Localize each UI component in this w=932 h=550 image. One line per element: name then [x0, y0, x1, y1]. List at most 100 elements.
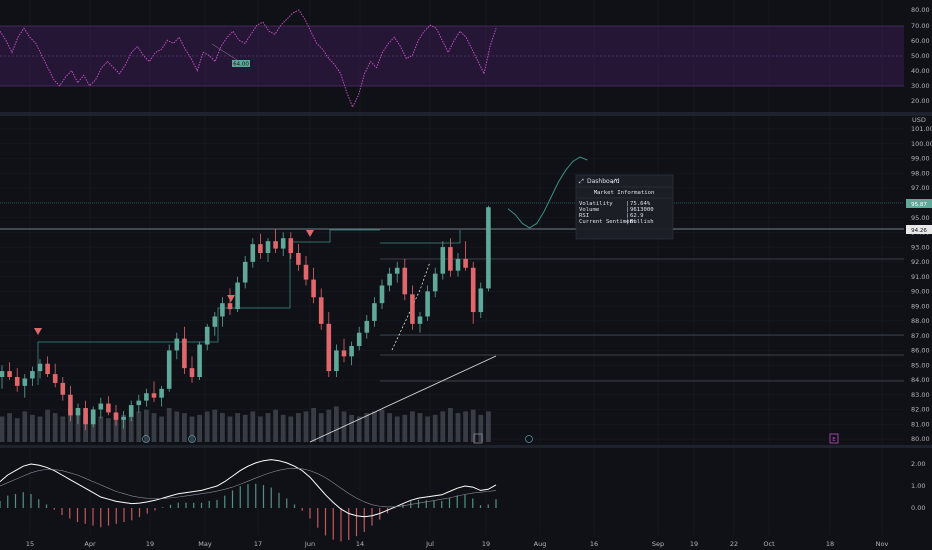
rsi-marker-badge [232, 60, 250, 67]
volume-bar [288, 416, 294, 442]
earnings-marker-icon[interactable] [473, 433, 483, 444]
volume-bar [250, 411, 256, 442]
price-tick-label: 99.00 [911, 155, 930, 163]
time-axis-label: Jul [425, 540, 434, 548]
volume-bar [14, 418, 20, 442]
volume-bar [98, 416, 104, 442]
candle-body [182, 338, 187, 369]
sell-signals [34, 230, 314, 335]
dashboard-header: Market Information [594, 190, 655, 196]
candle-body [75, 408, 81, 416]
volume-bar [265, 413, 271, 442]
volume-bar [197, 414, 202, 442]
candle-body [121, 416, 126, 420]
candle-body [174, 338, 180, 351]
panel-separator-top[interactable] [0, 112, 932, 116]
dashboard-rsi-label: RSI [579, 213, 589, 219]
time-axis[interactable]: 15 Apr 19 May 17 Jun 14 Jul 19 Aug 16 Sep 19 22 Oct 18 N… [26, 540, 889, 548]
rsi-panel[interactable]: 64.00 80.00 70.00 60.00 50.00 40.00 30.0… [0, 6, 930, 109]
volume-bar [296, 413, 301, 442]
time-axis-label: 19 [690, 540, 698, 548]
dashboard-pin-icon[interactable]: ⤢ [579, 178, 584, 185]
volume-bar [30, 414, 35, 442]
macd-panel[interactable]: 2.00 1.00 0.00 [0, 459, 925, 542]
candle-body [128, 405, 134, 417]
volume-bar [166, 408, 172, 442]
time-axis-label: Nov [876, 540, 889, 548]
volume-bar [417, 413, 423, 442]
price-axis[interactable]: USD 101.00100.0099.0098.0097.0096.0095.0… [911, 116, 932, 443]
event-marker-icon[interactable] [142, 435, 150, 443]
candle-body [394, 267, 400, 274]
dashboard-separator: | [626, 207, 629, 213]
event-marker-icon[interactable] [525, 435, 533, 443]
price-tick-label: 93.00 [911, 243, 930, 251]
rsi-tick-30: 30.00 [911, 82, 930, 90]
time-axis-label: 18 [826, 540, 834, 548]
rsi-axis: 80.00 70.00 60.00 50.00 40.00 30.00 20.0… [911, 6, 930, 105]
volume-bar [387, 413, 392, 442]
earnings-marker-icon[interactable] [829, 433, 839, 444]
volume-bar [182, 413, 187, 442]
volume-bar [402, 414, 408, 442]
volume-bar [318, 413, 324, 442]
candle-body [288, 238, 294, 253]
volume-bar [159, 416, 164, 442]
price-tick-label: 91.00 [911, 273, 930, 281]
price-tick-label: 97.00 [911, 184, 930, 192]
volume-bar [280, 414, 286, 442]
candle-body [113, 412, 119, 420]
volume-bar [128, 416, 134, 442]
price-tick-label: 95.00 [911, 214, 930, 222]
volume-bar [334, 406, 339, 442]
volume-bar [22, 411, 28, 442]
dashboard-expand-icon[interactable]: ⤢ [612, 178, 617, 185]
candle-body [83, 408, 88, 425]
candle-body [220, 303, 225, 317]
volume-bar [364, 413, 370, 442]
panel-separator-bottom[interactable] [0, 445, 932, 448]
candle-body [242, 261, 248, 283]
dashboard-separator: | [626, 213, 629, 219]
price-tick-label: 83.00 [911, 391, 930, 399]
time-axis-label: Aug [534, 540, 547, 548]
event-markers[interactable]: E [142, 433, 839, 444]
event-marker-icon[interactable] [188, 435, 196, 443]
macd-line [0, 459, 497, 518]
volume-bar [242, 414, 248, 442]
volume-bar [440, 411, 446, 442]
price-tick-label: 100.00 [911, 140, 932, 148]
price-panel[interactable]: ⤢ Dashboard ⤢ Market Information Volatil… [0, 116, 932, 444]
macd-tick-0: 0.00 [911, 504, 925, 512]
dashboard-panel[interactable]: ⤢ Dashboard ⤢ Market Information Volatil… [575, 174, 674, 240]
time-axis-label: 15 [26, 540, 34, 548]
volume-bar [106, 418, 111, 442]
volume-bar [349, 414, 354, 442]
candle-body [235, 282, 240, 310]
time-axis-label: Oct [763, 540, 775, 548]
dashboard-volume-label: Volume [579, 207, 600, 213]
sell-signal-icon [306, 230, 314, 237]
volume-bar [37, 416, 43, 442]
candle-body [45, 363, 50, 375]
volume-bar [227, 416, 233, 442]
candle-body [7, 371, 12, 377]
candle-body [448, 247, 453, 271]
price-tick-label: 81.00 [911, 420, 930, 428]
rsi-tick-40: 40.00 [911, 67, 930, 75]
candle-body [432, 273, 438, 292]
volume-bar [174, 411, 180, 442]
dashboard-title: Dashboard [587, 178, 620, 185]
volume-bar [113, 413, 119, 442]
trend-line [309, 355, 497, 443]
price-tick-label: 85.00 [911, 361, 930, 369]
candle-body [425, 291, 430, 317]
volume-bar [455, 413, 461, 442]
candle-body [151, 393, 157, 398]
time-axis-label: 19 [482, 540, 490, 548]
candle-body [273, 241, 278, 249]
volume-bar [394, 416, 400, 442]
candle-body [90, 409, 96, 425]
level-price-label: 94.26 [911, 228, 927, 234]
